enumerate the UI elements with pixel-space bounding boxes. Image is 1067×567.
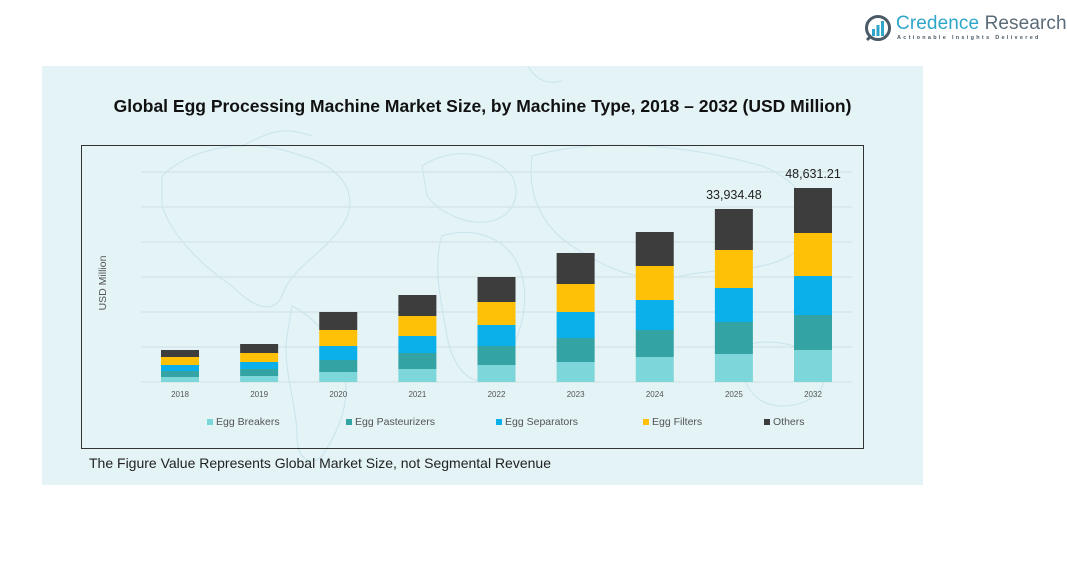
legend-item-others: Others <box>764 416 805 428</box>
legend-item-egg-breakers: Egg Breakers <box>207 416 280 428</box>
legend-label: Egg Breakers <box>216 416 280 428</box>
bar-chart-circle-logo-icon <box>865 15 891 42</box>
bar-segment-egg-filters-2018 <box>161 356 199 365</box>
bar-segment-others-2025 <box>714 209 753 251</box>
bar-segment-others-2024 <box>635 232 674 267</box>
bar-segment-egg-separators-2024 <box>635 300 674 330</box>
bar-segment-egg-filters-2024 <box>635 266 674 301</box>
bar-segment-egg-separators-2020 <box>319 345 358 360</box>
legend-swatch <box>643 419 649 425</box>
bar-segment-egg-filters-2021 <box>398 316 437 337</box>
legend-swatch <box>764 419 770 425</box>
bar-segment-egg-pasteurizers-2023 <box>556 337 595 363</box>
bar-segment-egg-filters-2020 <box>319 329 358 346</box>
footnote: The Figure Value Represents Global Marke… <box>89 455 551 471</box>
legend-item-egg-separators: Egg Separators <box>496 416 578 428</box>
data-label-total-2025: 33,934.48 <box>706 188 762 202</box>
legend-swatch <box>496 419 502 425</box>
bar-segment-egg-pasteurizers-2022 <box>477 345 516 365</box>
x-tick-label: 2025 <box>725 390 743 399</box>
bar-segment-egg-separators-2022 <box>477 324 516 346</box>
legend-item-egg-filters: Egg Filters <box>643 416 702 428</box>
bar-segment-egg-breakers-2021 <box>398 368 437 382</box>
bar-segment-egg-pasteurizers-2025 <box>714 322 753 354</box>
brand-tagline: Actionable Insights Delivered <box>897 35 1041 41</box>
bar-segment-egg-separators-2019 <box>240 362 279 369</box>
bar-segment-egg-pasteurizers-2021 <box>398 353 437 369</box>
x-tick-label: 2032 <box>804 390 822 399</box>
bar-segment-egg-filters-2022 <box>477 302 516 325</box>
bar-segment-egg-breakers-2019 <box>240 375 279 382</box>
x-tick-label: 2020 <box>329 390 347 399</box>
x-tick-label: 2023 <box>567 390 585 399</box>
legend-swatch <box>207 419 213 425</box>
bar-segment-others-2020 <box>319 311 358 330</box>
brand-name-part1: Credence <box>896 13 980 34</box>
bar-segment-egg-separators-2023 <box>556 311 595 338</box>
chart-title: Global Egg Processing Machine Market Siz… <box>113 96 852 116</box>
bar-segment-others-2022 <box>477 277 516 303</box>
bar-segment-egg-separators-2021 <box>398 336 437 354</box>
bar-segment-egg-pasteurizers-2018 <box>161 370 199 377</box>
legend-label: Egg Separators <box>505 416 578 428</box>
bar-segment-egg-breakers-2023 <box>556 362 595 382</box>
bar-segment-egg-filters-2025 <box>714 250 753 289</box>
bar-segment-others-2018 <box>161 349 199 357</box>
legend-swatch <box>346 419 352 425</box>
bar-segment-egg-breakers-2024 <box>635 356 674 382</box>
bar-segment-egg-filters-2023 <box>556 284 595 312</box>
x-tick-label: 2022 <box>488 390 506 399</box>
legend-label: Others <box>773 416 805 428</box>
bar-segment-egg-breakers-2022 <box>477 364 516 382</box>
bar-segment-others-2019 <box>240 344 279 354</box>
bar-segment-egg-filters-2032 <box>794 232 832 276</box>
bar-segment-egg-breakers-2025 <box>714 353 753 382</box>
bar-segment-others-2023 <box>556 252 595 284</box>
x-tick-label: 2019 <box>250 390 268 399</box>
bar-segment-egg-pasteurizers-2020 <box>319 359 358 372</box>
chart-legend: Egg Breakers Egg Pasteurizers Egg Separato… <box>0 416 1067 430</box>
legend-label: Egg Filters <box>652 416 703 428</box>
data-label-total-2032: 48,631.21 <box>785 167 841 181</box>
legend-item-egg-pasteurizers: Egg Pasteurizers <box>346 416 435 428</box>
bar-segment-egg-breakers-2020 <box>319 371 358 382</box>
bar-segment-egg-pasteurizers-2024 <box>635 329 674 357</box>
x-tick-label: 2021 <box>408 390 426 399</box>
bar-segment-others-2021 <box>398 295 437 317</box>
chart-panel <box>42 66 923 485</box>
bar-segment-others-2032 <box>794 188 832 233</box>
bar-segment-egg-pasteurizers-2019 <box>240 368 279 376</box>
bar-segment-egg-filters-2019 <box>240 353 279 363</box>
legend-label: Egg Pasteurizers <box>355 416 435 428</box>
brand-name-part2: Research <box>979 13 1067 34</box>
brand-logo: Credence Research Actionable Insights De… <box>862 12 1067 46</box>
bar-segment-egg-separators-2025 <box>714 288 753 323</box>
x-tick-label: 2018 <box>171 390 189 399</box>
bar-segment-egg-separators-2018 <box>161 364 199 371</box>
bar-segment-egg-breakers-2018 <box>161 376 199 382</box>
brand-name: Credence Research <box>896 13 1067 35</box>
bar-segment-egg-breakers-2032 <box>794 350 832 382</box>
plot-frame <box>81 145 864 449</box>
bar-segment-egg-pasteurizers-2032 <box>794 315 832 351</box>
bar-segment-egg-separators-2032 <box>794 275 832 316</box>
x-tick-label: 2024 <box>646 390 664 399</box>
